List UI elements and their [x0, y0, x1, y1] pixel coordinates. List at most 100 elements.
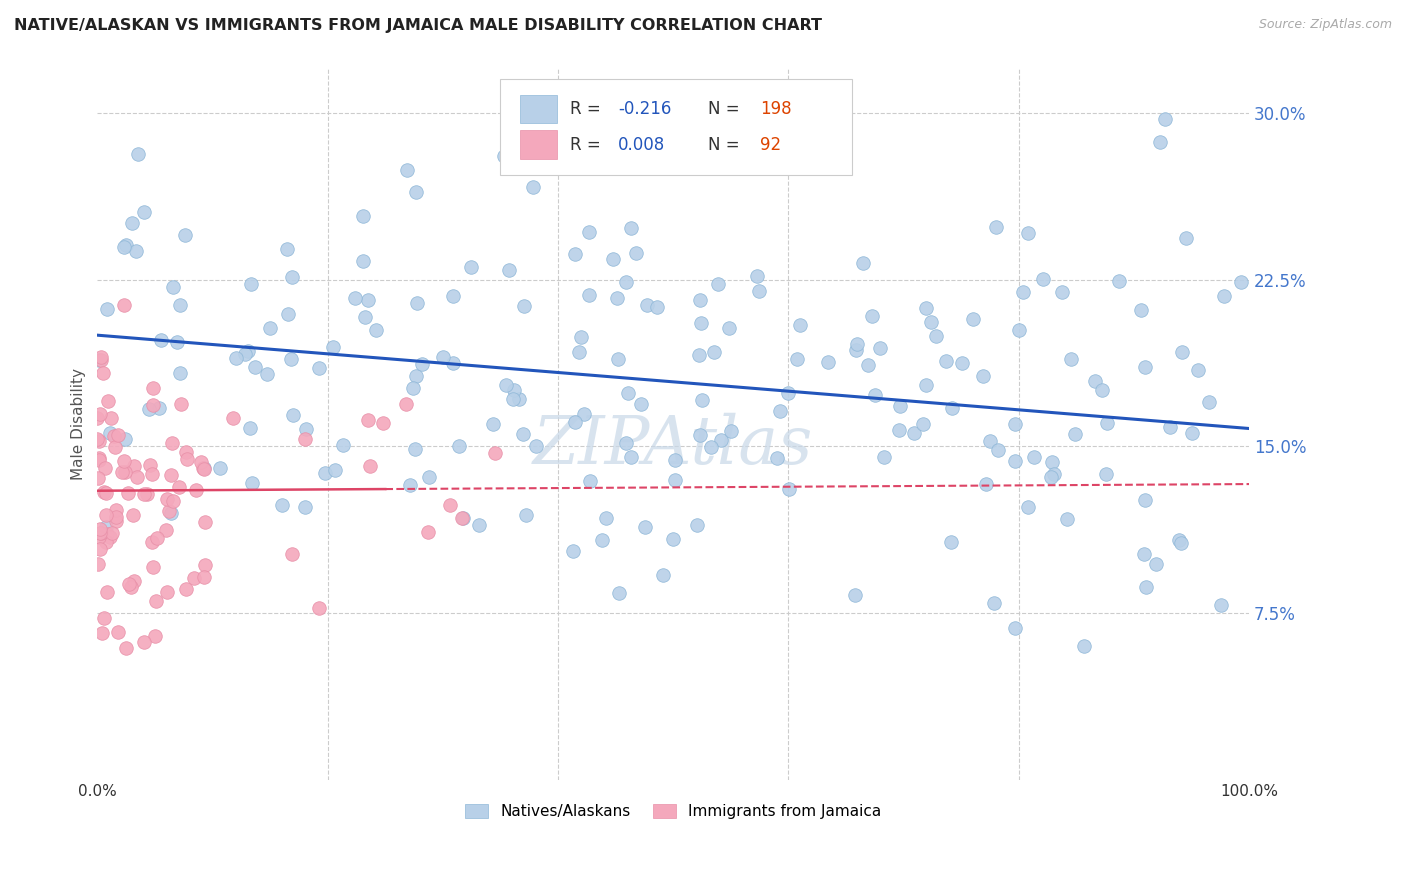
Point [142, 398, 165, 412]
Point [1017, 500, 1039, 514]
Point [690, 316, 713, 330]
Point [620, 220, 643, 235]
Point [1171, 345, 1194, 359]
Point [1004, 621, 1026, 635]
Point [1159, 420, 1181, 434]
Point [1174, 230, 1197, 244]
Point [120, 580, 142, 594]
Point [136, 487, 159, 501]
Point [686, 517, 709, 532]
Text: 198: 198 [759, 100, 792, 118]
Point [1229, 276, 1251, 290]
Point [162, 280, 184, 294]
Point [1004, 454, 1026, 468]
Point [941, 401, 963, 415]
Point [710, 433, 733, 447]
Point [405, 295, 427, 310]
Point [468, 518, 491, 533]
Point [332, 438, 354, 452]
Point [498, 262, 520, 277]
Point [564, 247, 586, 261]
Point [193, 570, 215, 584]
Point [86, 558, 108, 572]
Point [167, 480, 190, 494]
Point [238, 343, 260, 358]
Point [1170, 536, 1192, 550]
Point [634, 520, 657, 534]
Point [1144, 557, 1167, 571]
Point [395, 163, 418, 178]
Point [1043, 467, 1066, 481]
Point [1181, 425, 1204, 440]
Point [93, 485, 115, 500]
Point [157, 503, 180, 517]
Point [869, 341, 891, 355]
Point [170, 397, 193, 411]
Point [100, 411, 122, 425]
Point [112, 454, 135, 468]
Point [277, 308, 299, 322]
Point [564, 415, 586, 429]
Point [193, 462, 215, 476]
Point [778, 385, 800, 400]
Point [689, 427, 711, 442]
Point [125, 470, 148, 484]
Point [103, 428, 125, 442]
Point [89, 526, 111, 541]
Point [295, 422, 318, 436]
Point [578, 225, 600, 239]
Point [89, 542, 111, 557]
Point [97, 393, 120, 408]
Point [240, 476, 263, 491]
Point [281, 547, 304, 561]
Point [90, 525, 112, 540]
Point [418, 470, 440, 484]
Point [357, 413, 380, 427]
Point [987, 442, 1010, 457]
Point [159, 506, 181, 520]
Text: 0.008: 0.008 [619, 136, 665, 153]
Point [103, 440, 125, 454]
Point [89, 408, 111, 422]
Point [114, 465, 136, 479]
Point [138, 401, 160, 416]
Point [484, 446, 506, 460]
Point [105, 509, 128, 524]
Point [662, 532, 685, 546]
Point [98, 426, 121, 441]
Point [817, 355, 839, 369]
Point [176, 451, 198, 466]
Point [562, 544, 585, 558]
Point [889, 423, 911, 437]
Point [294, 500, 316, 515]
Point [432, 350, 454, 364]
Point [98, 530, 121, 544]
Point [134, 204, 156, 219]
Text: R =: R = [569, 100, 600, 118]
Point [636, 298, 658, 312]
Point [920, 315, 942, 329]
Point [281, 409, 304, 423]
Point [322, 340, 344, 354]
Point [357, 293, 380, 307]
Point [359, 458, 381, 473]
Point [239, 421, 262, 435]
Point [148, 401, 170, 416]
Point [183, 571, 205, 585]
Point [1022, 450, 1045, 464]
Point [645, 300, 668, 314]
Point [93, 367, 115, 381]
Point [89, 434, 111, 449]
Point [411, 357, 433, 371]
Point [844, 588, 866, 602]
Point [239, 277, 262, 291]
Point [280, 352, 302, 367]
Point [591, 533, 613, 547]
Point [607, 351, 630, 366]
Point [143, 629, 166, 643]
Text: 92: 92 [759, 136, 780, 153]
Point [664, 473, 686, 487]
Point [700, 440, 723, 454]
Point [962, 312, 984, 326]
Point [1198, 394, 1220, 409]
